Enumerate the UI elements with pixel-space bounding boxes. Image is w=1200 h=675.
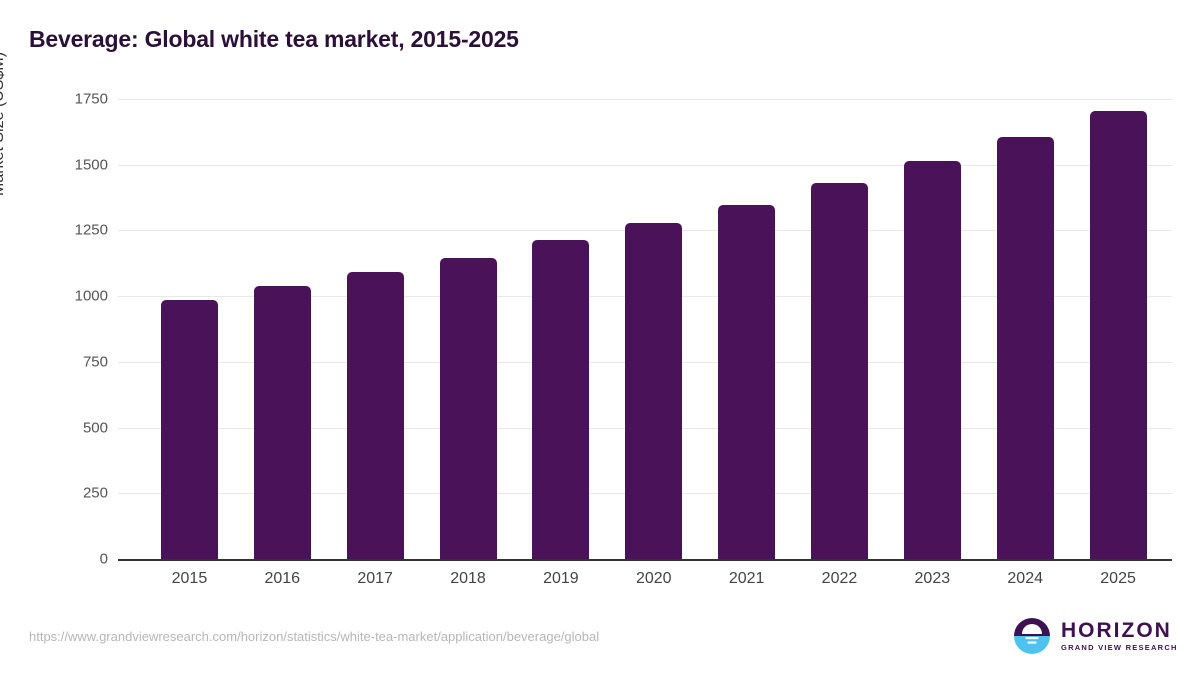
bar[interactable]	[160, 300, 218, 559]
y-axis-tick-label: 1500	[74, 156, 108, 174]
bar[interactable]	[996, 137, 1054, 559]
x-axis-tick-label: 2019	[543, 570, 579, 587]
y-axis-title: Market Size (US$M)	[0, 51, 7, 196]
bar[interactable]	[346, 271, 404, 559]
bar[interactable]	[253, 286, 311, 559]
bar[interactable]	[1089, 110, 1147, 559]
x-axis-line	[118, 559, 1172, 561]
x-axis-tick-label: 2017	[357, 570, 393, 587]
x-axis-tick-label: 2020	[635, 570, 672, 587]
x-axis-tick-label: 2015	[171, 570, 208, 587]
horizon-logo-name: HORIZON	[1061, 619, 1172, 643]
horizon-logo[interactable]: HORIZON GRAND VIEW RESEARCH	[1012, 616, 1178, 656]
x-axis-tick-label: 2024	[1007, 570, 1043, 587]
plot-area	[118, 99, 1172, 561]
bar[interactable]	[625, 223, 683, 559]
x-axis-tick-label: 2016	[264, 570, 301, 587]
x-axis-tick-label: 2021	[728, 570, 765, 587]
bar[interactable]	[810, 183, 868, 559]
x-axis-tick-label: 2025	[1100, 570, 1136, 587]
y-axis-tick-label: 750	[82, 353, 108, 371]
bar[interactable]	[532, 240, 590, 559]
y-axis-tick-label: 500	[82, 419, 108, 437]
y-axis-tick-label: 250	[82, 484, 108, 502]
horizon-logo-tagline: GRAND VIEW RESEARCH	[1061, 643, 1178, 653]
page-title: Beverage: Global white tea market, 2015-…	[29, 26, 519, 52]
gridline	[118, 99, 1172, 100]
x-axis-tick-label: 2018	[450, 570, 486, 587]
horizon-logo-icon	[1014, 618, 1050, 654]
source-url[interactable]: https://www.grandviewresearch.com/horizo…	[29, 629, 600, 644]
y-axis-tick-label: 1750	[74, 90, 108, 108]
y-axis-tick-label: 1000	[74, 287, 108, 305]
bar[interactable]	[439, 257, 497, 559]
horizon-logo-text: HORIZON GRAND VIEW RESEARCH	[1061, 620, 1178, 652]
x-axis-tick-label: 2023	[914, 570, 951, 587]
y-axis-tick-label: 0	[99, 550, 108, 568]
bar[interactable]	[903, 160, 961, 559]
y-axis-tick-label: 1250	[74, 221, 108, 239]
gridline	[118, 164, 1172, 166]
x-axis-tick-label: 2022	[821, 570, 858, 587]
bar[interactable]	[718, 204, 776, 559]
